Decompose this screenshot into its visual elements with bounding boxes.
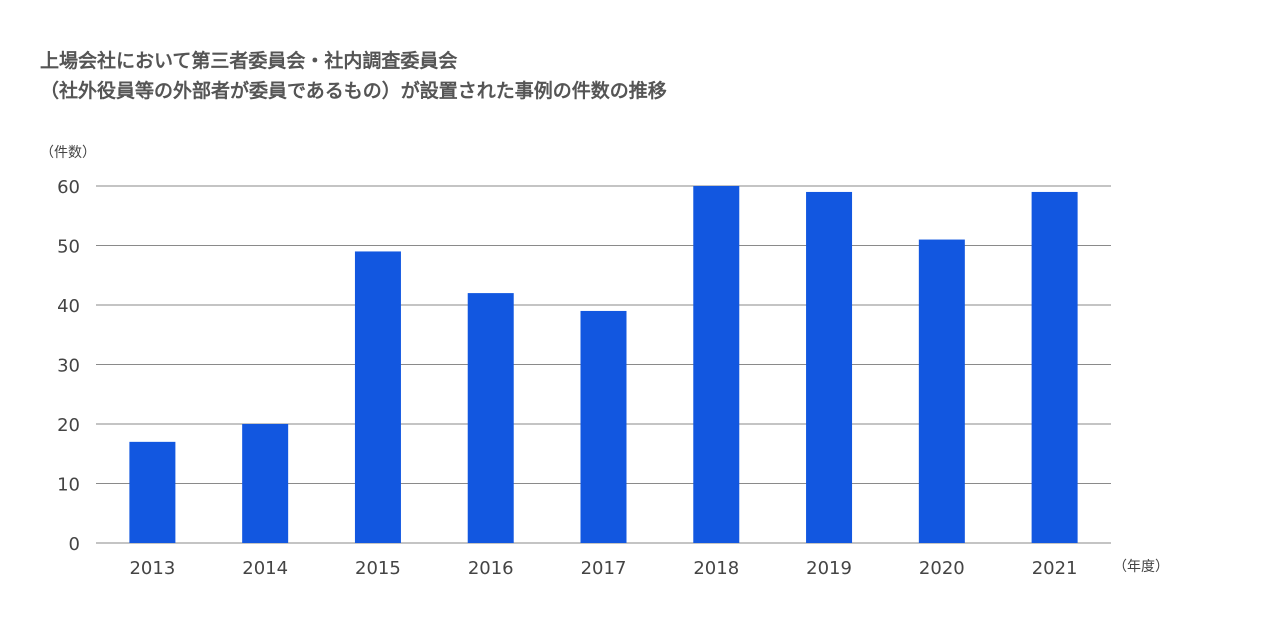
- y-axis-unit-label: （件数）: [40, 145, 96, 161]
- chart-title: 上場会社において第三者委員会・社内調査委員会 （社外役員等の外部者が委員であるも…: [40, 46, 667, 106]
- chart-title-line-2: （社外役員等の外部者が委員であるもの）が設置された事例の件数の推移: [40, 80, 667, 102]
- chart-title-line-1: 上場会社において第三者委員会・社内調査委員会: [40, 50, 458, 72]
- x-tick-labels: 2013 2014 2015 2016 2017 2018 2019 2020 2021: [129, 558, 1077, 579]
- bar-2014: [242, 424, 289, 543]
- x-axis-unit-label: （年度）: [1113, 559, 1169, 575]
- x-tick-label: 2014: [242, 558, 288, 579]
- x-tick-label: 2021: [1032, 558, 1078, 579]
- bar-2019: [806, 191, 853, 543]
- y-tick-label: 60: [57, 177, 80, 198]
- x-tick-label: 2018: [693, 558, 739, 579]
- y-tick-label: 30: [57, 356, 80, 377]
- x-tick-label: 2017: [581, 558, 627, 579]
- bar-2015: [354, 251, 401, 543]
- bar-2020: [918, 239, 965, 544]
- y-tick-label: 10: [57, 475, 80, 496]
- x-tick-label: 2020: [919, 558, 965, 579]
- y-tick-labels: 0 10 20 30 40 50 60: [57, 177, 80, 555]
- x-tick-label: 2019: [806, 558, 852, 579]
- y-tick-label: 0: [69, 534, 80, 555]
- x-tick-label: 2016: [468, 558, 514, 579]
- bar-2021: [1031, 191, 1078, 543]
- bar-2018: [693, 186, 740, 543]
- y-tick-label: 40: [57, 296, 80, 317]
- y-tick-label: 20: [57, 415, 80, 436]
- bar-2017: [580, 310, 627, 543]
- x-tick-label: 2013: [129, 558, 175, 579]
- bar-2013: [129, 441, 176, 543]
- x-tick-label: 2015: [355, 558, 401, 579]
- bar-2016: [467, 293, 514, 543]
- bars: [129, 186, 1078, 544]
- y-tick-label: 50: [57, 237, 80, 258]
